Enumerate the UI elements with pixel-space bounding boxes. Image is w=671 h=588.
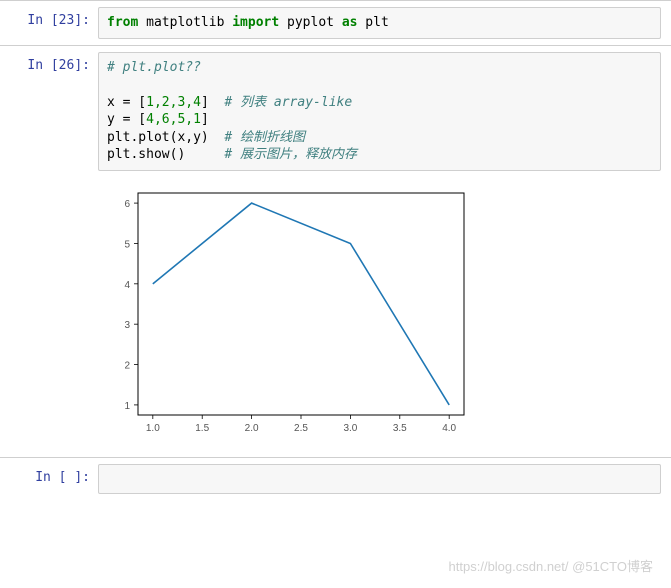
svg-text:1.5: 1.5 (195, 423, 209, 434)
svg-text:2.0: 2.0 (245, 423, 259, 434)
cell-empty: In [ ]: (0, 457, 671, 500)
code-input-23[interactable]: from matplotlib import pyplot as plt (98, 7, 661, 39)
svg-text:5: 5 (124, 239, 130, 250)
svg-text:2: 2 (124, 360, 130, 371)
code-input-empty[interactable] (98, 464, 661, 494)
cell-26: In [26]: # plt.plot?? x = [1,2,3,4] # 列表… (0, 45, 671, 177)
svg-text:2.5: 2.5 (294, 423, 308, 434)
svg-text:3.5: 3.5 (393, 423, 407, 434)
code-input-26[interactable]: # plt.plot?? x = [1,2,3,4] # 列表 array-li… (98, 52, 661, 171)
prompt-in-23: In [23]: (0, 7, 98, 39)
cell-26-output: 1 2 3 4 5 6 1.0 1.5 2.0 2.5 3.0 3.5 4.0 (0, 177, 671, 457)
svg-text:6: 6 (124, 199, 130, 210)
line-chart: 1 2 3 4 5 6 1.0 1.5 2.0 2.5 3.0 3.5 4.0 (98, 183, 478, 443)
prompt-in-empty: In [ ]: (0, 464, 98, 494)
watermark-text: https://blog.csdn.net/ @51CTO博客 (449, 556, 653, 575)
svg-text:4.0: 4.0 (442, 423, 456, 434)
svg-text:1.0: 1.0 (146, 423, 160, 434)
svg-text:3.0: 3.0 (343, 423, 357, 434)
cell-23: In [23]: from matplotlib import pyplot a… (0, 0, 671, 45)
svg-text:1: 1 (124, 401, 130, 412)
prompt-in-26: In [26]: (0, 52, 98, 171)
svg-text:3: 3 (124, 320, 130, 331)
svg-text:4: 4 (124, 280, 130, 291)
